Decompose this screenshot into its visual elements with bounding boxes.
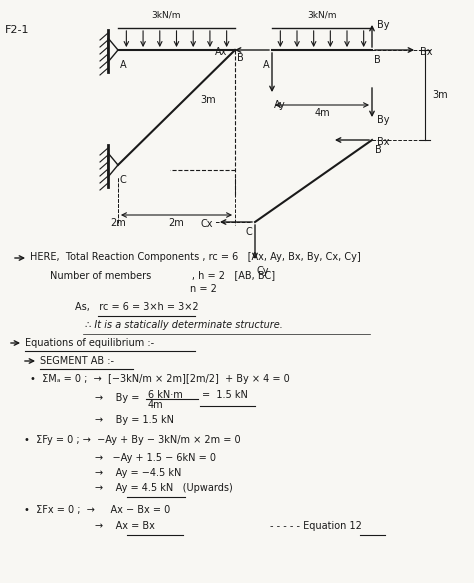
Text: →    Ay = −4.5 kN: → Ay = −4.5 kN (95, 468, 182, 478)
Text: C: C (120, 175, 127, 185)
Text: ∴ It is a statically determinate structure.: ∴ It is a statically determinate structu… (85, 320, 283, 330)
Text: Cy: Cy (257, 266, 270, 276)
Text: =  1.5 kN: = 1.5 kN (202, 390, 248, 400)
Text: Ax: Ax (215, 47, 227, 57)
Text: 4m: 4m (148, 400, 164, 410)
Text: •  ΣMₐ = 0 ;  →  [−3kN/m × 2m][2m/2]  + By × 4 = 0: • ΣMₐ = 0 ; → [−3kN/m × 2m][2m/2] + By ×… (30, 374, 290, 384)
Text: Number of members             , h = 2   [AB, BC]: Number of members , h = 2 [AB, BC] (50, 270, 275, 280)
Text: →   −Ay + 1.5 − 6kN = 0: → −Ay + 1.5 − 6kN = 0 (95, 453, 216, 463)
Text: By: By (377, 20, 390, 30)
Text: B: B (237, 53, 244, 63)
Text: B: B (375, 145, 382, 155)
Text: 3m: 3m (200, 95, 216, 105)
Text: n = 2: n = 2 (190, 284, 217, 294)
Text: 2m: 2m (168, 218, 184, 228)
Text: →    By =: → By = (95, 393, 139, 403)
Text: F2-1: F2-1 (5, 25, 29, 35)
Text: 6 kN·m: 6 kN·m (148, 390, 183, 400)
Text: →    Ay = 4.5 kN   (Upwards): → Ay = 4.5 kN (Upwards) (95, 483, 233, 493)
Text: Cx: Cx (201, 219, 213, 229)
Text: A: A (120, 60, 127, 70)
Text: 2m: 2m (110, 218, 126, 228)
Text: By: By (377, 115, 390, 125)
Text: SEGMENT AB :-: SEGMENT AB :- (40, 356, 114, 366)
Text: 3m: 3m (432, 90, 447, 100)
Text: 3kN/m: 3kN/m (151, 10, 181, 19)
Text: B: B (374, 55, 381, 65)
Text: - - - - - Equation 12: - - - - - Equation 12 (270, 521, 362, 531)
Text: Equations of equilibrium :-: Equations of equilibrium :- (25, 338, 154, 348)
Text: →    By = 1.5 kN: → By = 1.5 kN (95, 415, 174, 425)
Text: HERE,  Total Reaction Components , rc = 6   [Ax, Ay, Bx, By, Cx, Cy]: HERE, Total Reaction Components , rc = 6… (30, 252, 361, 262)
Text: Ay: Ay (274, 100, 286, 110)
Text: 3kN/m: 3kN/m (307, 10, 337, 19)
Text: •  ΣFy = 0 ; →  −Ay + By − 3kN/m × 2m = 0: • ΣFy = 0 ; → −Ay + By − 3kN/m × 2m = 0 (24, 435, 241, 445)
Text: A: A (264, 60, 270, 70)
Text: •  ΣFx = 0 ;  →     Ax − Bx = 0: • ΣFx = 0 ; → Ax − Bx = 0 (24, 505, 170, 515)
Text: 4m: 4m (314, 108, 330, 118)
Text: →    Ax = Bx: → Ax = Bx (95, 521, 155, 531)
Text: As,   rc = 6 = 3×h = 3×2: As, rc = 6 = 3×h = 3×2 (75, 302, 199, 312)
Text: C: C (245, 227, 252, 237)
Text: Bx: Bx (377, 137, 390, 147)
Text: Bx: Bx (420, 47, 432, 57)
